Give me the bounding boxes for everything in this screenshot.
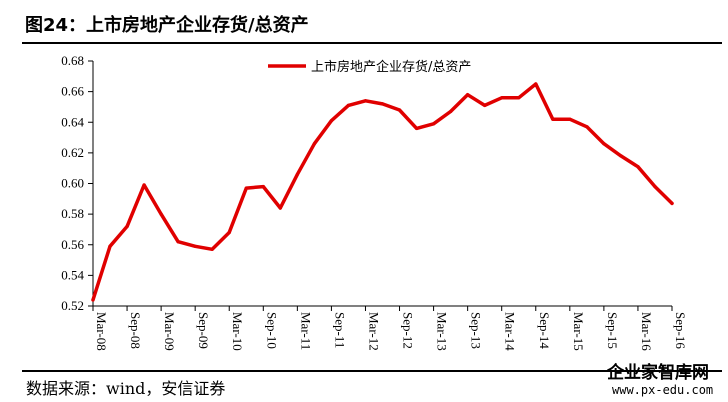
data-point	[261, 185, 265, 189]
data-point	[415, 126, 419, 130]
y-tick-label: 0.68	[61, 53, 84, 68]
x-tick-label: Sep-10	[264, 312, 279, 349]
data-point	[653, 185, 657, 189]
data-point	[432, 122, 436, 126]
watermark-url: www.px-edu.com	[612, 383, 714, 397]
data-point	[346, 103, 350, 107]
data-point	[295, 172, 299, 176]
data-point	[125, 224, 129, 228]
y-tick-label: 0.66	[61, 84, 84, 99]
data-point	[602, 142, 606, 146]
x-tick-label: Sep-14	[537, 312, 552, 349]
x-tick-label: Sep-13	[469, 312, 484, 349]
series-line	[91, 82, 674, 302]
x-tick-label: Sep-08	[128, 312, 143, 349]
data-point	[483, 103, 487, 107]
y-tick-label: 0.58	[61, 206, 84, 221]
bottom-rule	[22, 370, 722, 372]
x-tick-label: Mar-14	[503, 312, 518, 351]
data-point	[500, 96, 504, 100]
figure-title: 图24：上市房地产企业存货/总资产	[25, 15, 309, 36]
legend: 上市房地产企业存货/总资产	[268, 59, 471, 75]
data-source: 数据来源：wind，安信证券	[26, 379, 226, 398]
data-point	[244, 186, 248, 190]
y-tick-label: 0.56	[61, 237, 84, 252]
data-point	[329, 119, 333, 123]
data-point	[466, 93, 470, 97]
data-point	[227, 230, 231, 235]
x-tick-label: Sep-09	[196, 312, 211, 349]
data-point	[278, 206, 282, 210]
legend-label: 上市房地产企业存货/总资产	[311, 59, 471, 75]
y-tick-label: 0.52	[61, 298, 84, 313]
data-point	[585, 125, 589, 129]
x-tick-label: Mar-13	[435, 312, 450, 351]
y-tick-label: 0.62	[61, 145, 84, 160]
x-axis: Mar-08 Sep-08 Mar-09 Sep-09 Mar-10 Sep-10 Mar-…	[92, 305, 688, 351]
data-point	[551, 117, 555, 121]
top-rule	[22, 42, 722, 44]
data-point	[91, 298, 95, 302]
data-point	[142, 183, 146, 187]
watermark-name: 企业家智库网	[607, 363, 709, 383]
x-tick-label: Sep-16	[673, 312, 688, 349]
x-tick-label: Mar-12	[366, 312, 381, 351]
x-tick-label: Sep-12	[401, 312, 416, 349]
y-tick-label: 0.54	[61, 267, 84, 282]
x-tick-label: Mar-08	[94, 312, 109, 351]
data-point	[636, 165, 640, 169]
data-point	[193, 244, 197, 248]
data-point	[397, 108, 402, 112]
data-point	[619, 154, 623, 158]
x-tick-label: Mar-11	[298, 312, 313, 350]
data-point	[159, 212, 163, 216]
x-tick-label: Mar-09	[162, 312, 177, 351]
x-tick-label: Mar-16	[639, 312, 654, 351]
data-point	[517, 96, 521, 100]
data-point	[210, 247, 214, 251]
x-tick-label: Mar-15	[571, 312, 586, 351]
y-axis: 0.52 0.54 0.56 0.58 0.60 0.62 0.64 0.66 0.68	[61, 53, 94, 313]
data-point	[108, 244, 112, 248]
data-point	[380, 102, 385, 106]
x-tick-label: Sep-11	[332, 312, 347, 348]
y-tick-label: 0.64	[61, 114, 84, 129]
data-point	[568, 117, 572, 121]
data-point	[363, 99, 368, 103]
series-layer	[91, 82, 674, 302]
data-point	[449, 109, 453, 114]
y-tick-label: 0.60	[61, 176, 84, 191]
x-tick-label: Sep-15	[605, 312, 620, 349]
x-tick-label: Mar-10	[230, 312, 245, 351]
data-point	[176, 240, 180, 244]
data-point	[312, 142, 316, 146]
data-point	[534, 82, 538, 86]
data-point	[670, 201, 674, 205]
